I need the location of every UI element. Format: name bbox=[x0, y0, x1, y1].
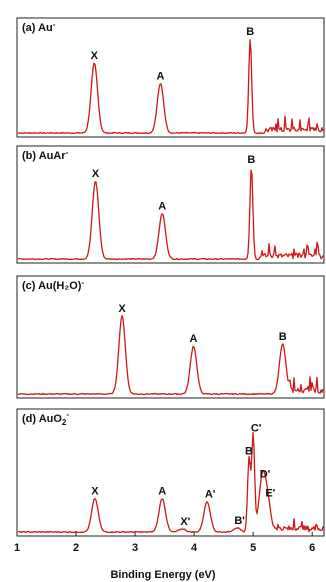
peak-label: A bbox=[190, 333, 198, 345]
spectrum-panel: (b) AuAr- X A B bbox=[16, 145, 325, 264]
spectrum-trace bbox=[17, 432, 324, 534]
panel-frame bbox=[16, 145, 325, 264]
x-tick-label: 3 bbox=[132, 542, 138, 554]
spectrum-panel: (d) AuO2- X A X' A' B' B C' D' E' bbox=[16, 408, 325, 537]
spectrum-trace bbox=[17, 39, 324, 135]
peak-label: B' bbox=[234, 515, 245, 527]
peak-label: X bbox=[92, 168, 100, 180]
x-axis-title: Binding Energy (eV) bbox=[110, 569, 215, 581]
peak-label: A' bbox=[205, 489, 216, 501]
peak-label: C' bbox=[251, 422, 262, 434]
peak-label: E' bbox=[265, 488, 275, 500]
panel-frame bbox=[16, 275, 325, 399]
x-tick-label: 5 bbox=[250, 542, 256, 554]
peak-label: X bbox=[118, 303, 126, 315]
peak-label: A bbox=[158, 485, 166, 497]
peak-label: D' bbox=[260, 469, 271, 481]
panel-frame bbox=[16, 17, 325, 138]
panel-title: (d) AuO2- bbox=[22, 410, 69, 427]
spectrum-panel: (c) Au(H₂O)- X A B bbox=[16, 275, 325, 399]
panel-frame bbox=[16, 408, 325, 537]
panel-title: (c) Au(H₂O)- bbox=[22, 278, 84, 292]
spectrum-trace bbox=[17, 169, 324, 261]
peak-label: B bbox=[279, 331, 287, 343]
x-axis: 1 2 3 4 5 6 bbox=[14, 532, 315, 554]
peak-label: X bbox=[91, 50, 99, 62]
spectrum-panel: (a) Au- X A B bbox=[16, 17, 325, 138]
peak-label: X' bbox=[180, 516, 190, 528]
peak-label: B bbox=[245, 446, 253, 458]
spectrum-trace bbox=[17, 314, 324, 396]
x-tick-label: 2 bbox=[73, 542, 79, 554]
spectra-panels: (a) Au-XAB(b) AuAr-XAB(c) Au(H₂O)-XA B(d)… bbox=[16, 17, 325, 537]
peak-label: A bbox=[156, 71, 164, 83]
peak-label: B bbox=[246, 26, 254, 38]
panel-title: (b) AuAr- bbox=[22, 148, 69, 162]
peak-label: A bbox=[158, 200, 166, 212]
panel-title: (a) Au- bbox=[22, 20, 56, 34]
x-tick-label: 4 bbox=[191, 542, 198, 554]
peak-label: B bbox=[247, 154, 255, 166]
x-tick-label: 6 bbox=[309, 542, 315, 554]
peak-label: X bbox=[91, 485, 99, 497]
x-tick-label: 1 bbox=[14, 542, 20, 554]
